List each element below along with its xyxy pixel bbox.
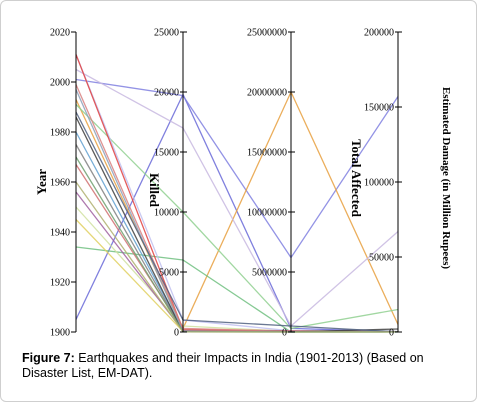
caption-prefix: Figure 7: <box>22 351 75 365</box>
series-line-19 <box>75 111 399 333</box>
tick-label: 200000 <box>364 28 394 39</box>
axis-label-year: Year <box>34 169 49 195</box>
tick-label: 1960 <box>50 178 70 189</box>
axis-killed: 0 5000 10000 15000 20000 25000 <box>154 28 187 339</box>
tick-label: 0 <box>174 328 179 339</box>
series-line-2 <box>75 78 399 259</box>
axis-year: 1900 1920 1940 1960 1980 2000 2020 <box>50 28 77 339</box>
series-line-3 <box>75 90 399 330</box>
axis-damage: 0 50000 100000 150000 200000 <box>364 28 402 339</box>
series-line-20 <box>75 181 399 333</box>
tick-label: 50000 <box>369 253 394 264</box>
figure-caption: Figure 7: Earthquakes and their Impacts … <box>22 351 462 381</box>
axis-label-damage: Estimated Damage (in Million Rupees) <box>440 87 452 269</box>
series-line-4 <box>75 68 399 328</box>
tick-label: 25000000 <box>247 28 287 39</box>
tick-label: 10000 <box>154 208 179 219</box>
series-lines <box>75 54 399 333</box>
axes: 1900 1920 1940 1960 1980 2000 2020 0 5000 10000 15… <box>34 28 452 339</box>
tick-label: 20000000 <box>247 88 287 99</box>
tick-label: 15000 <box>154 148 179 159</box>
tick-label: 2000 <box>50 78 70 89</box>
tick-label: 0 <box>389 328 394 339</box>
series-line-5 <box>75 104 399 330</box>
tick-label: 15000000 <box>247 148 287 159</box>
tick-label: 1980 <box>50 128 70 139</box>
tick-label: 1900 <box>50 328 70 339</box>
tick-label: 100000 <box>364 178 394 189</box>
tick-label: 1920 <box>50 278 70 289</box>
axis-label-killed: Killed <box>147 173 162 208</box>
axis-affected: 0 5000000 10000000 15000000 20000000 25000000 <box>247 28 295 339</box>
tick-label: 2020 <box>50 28 70 39</box>
tick-label: 1940 <box>50 228 70 239</box>
tick-label: 25000 <box>154 28 179 39</box>
tick-label: 20000 <box>154 88 179 99</box>
tick-label: 10000000 <box>247 208 287 219</box>
tick-label: 5000 <box>159 268 179 279</box>
axis-label-affected: Total Affected <box>349 139 364 218</box>
tick-label: 0 <box>282 328 287 339</box>
tick-label: 5000000 <box>252 268 287 279</box>
tick-label: 150000 <box>364 103 394 114</box>
parallel-coordinates-chart: 1900 1920 1940 1960 1980 2000 2020 0 5000 10000 15… <box>34 28 452 339</box>
caption-text: Earthquakes and their Impacts in India (… <box>22 351 424 380</box>
